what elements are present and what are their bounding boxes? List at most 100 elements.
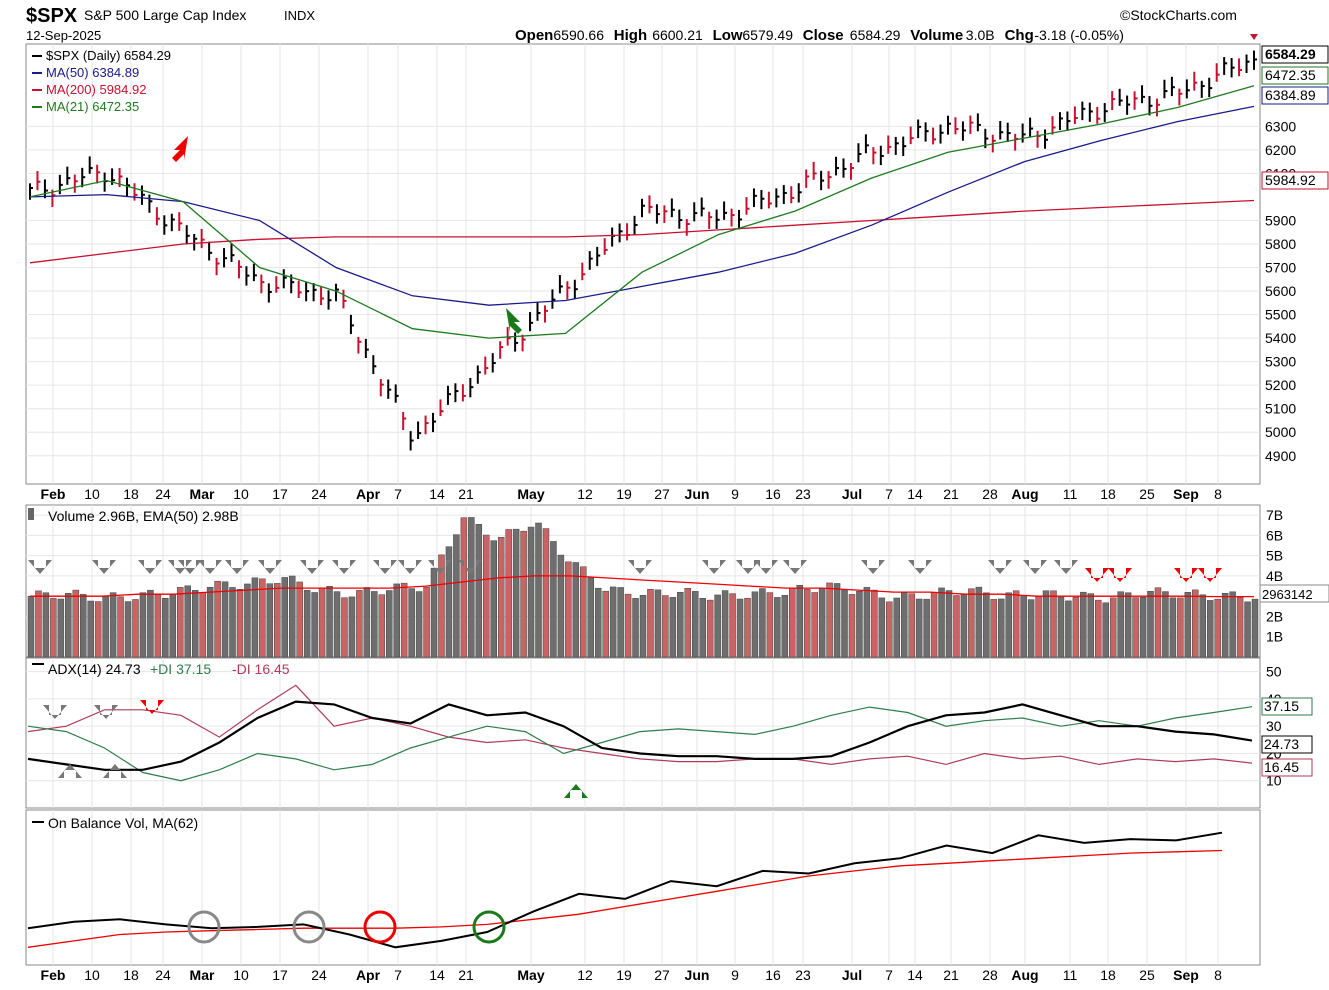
x-tick-label: 28	[982, 486, 998, 502]
y-tick-label: 5900	[1265, 212, 1296, 228]
y-tick-label: 5400	[1265, 330, 1296, 346]
volume-bar	[953, 595, 960, 658]
volume-bar	[1109, 597, 1117, 658]
volume-bar	[1221, 592, 1229, 658]
x-tick-label: 18	[123, 486, 139, 502]
volume-bar	[1184, 592, 1192, 658]
x-tick-label: 25	[1139, 486, 1155, 502]
y-tick-label: 6B	[1266, 527, 1283, 543]
down-arrow-icon	[43, 705, 67, 719]
x-tick-label: 8	[1214, 486, 1222, 502]
volume-bar	[72, 589, 80, 658]
x-tick-label: Jun	[685, 967, 710, 983]
volume-bar	[789, 587, 796, 658]
symbol: $SPX	[26, 5, 78, 27]
price-legend: $SPX (Daily) 6584.29 MA(50) 6384.89 MA(200…	[32, 48, 171, 114]
signal-circle	[472, 910, 506, 944]
x-tick-label: 19	[616, 967, 632, 983]
x-tick-label: Aug	[1011, 967, 1038, 983]
plus-di-line	[27, 706, 1253, 782]
volume-bar	[1192, 589, 1199, 658]
x-tick-label: 10	[84, 486, 100, 502]
x-tick-label: Feb	[41, 486, 66, 502]
x-tick-label: 10	[233, 967, 249, 983]
volume-bar	[945, 590, 953, 658]
volume-bar	[923, 598, 930, 658]
x-tick-label: 12	[577, 486, 593, 502]
volume-bar	[639, 594, 647, 658]
x-tick-label: 12	[577, 967, 593, 983]
volume-bar	[1206, 600, 1214, 658]
volume-bar	[759, 588, 766, 658]
plus-di-legend: +DI 37.15	[150, 661, 211, 677]
x-tick-label: Feb	[41, 967, 66, 983]
down-arrow-icon	[783, 560, 807, 574]
ohlc-value: -3.18 (-0.05%)	[1034, 27, 1123, 43]
volume-bar	[483, 534, 490, 658]
down-arrow-icon	[861, 560, 885, 574]
y-tick-label: 5B	[1266, 548, 1283, 564]
down-arrow-icon	[373, 560, 397, 574]
ma200-line	[29, 199, 1255, 264]
volume-bar	[520, 530, 527, 658]
volume-bar	[244, 583, 251, 658]
ohlc-label: Open	[515, 27, 553, 44]
down-arrow-icon	[198, 560, 222, 574]
volume-bar	[565, 561, 572, 658]
volume-bar	[751, 591, 759, 658]
x-tick-label: 9	[731, 486, 739, 502]
volume-bar	[497, 536, 505, 658]
red-down-arrow-icon	[1174, 568, 1198, 582]
up-arrow-icon	[103, 764, 127, 778]
x-tick-label: 23	[795, 486, 811, 502]
volume-bar	[438, 554, 445, 658]
red-down-arrow-icon	[1198, 568, 1222, 582]
volume-bar	[997, 598, 1005, 658]
adx-badge-box	[1261, 735, 1313, 754]
minus-di-legend: -DI 16.45	[232, 661, 290, 677]
down-arrow-icon	[908, 560, 932, 574]
volume-bar	[580, 566, 587, 658]
volume-bar	[841, 589, 848, 658]
volume-bar	[744, 597, 751, 658]
down-arrow-icon	[988, 560, 1012, 574]
down-arrow-icon	[458, 560, 482, 574]
volume-bar	[154, 594, 162, 658]
obv-line	[27, 831, 1223, 949]
x-tick-label: 14	[907, 486, 923, 502]
volume-bar	[206, 587, 214, 658]
y-tick-label: 5500	[1265, 307, 1296, 323]
volume-bar	[1042, 590, 1050, 658]
volume-bar	[662, 595, 669, 658]
volume-bar	[27, 595, 35, 658]
volume-bar	[863, 587, 871, 658]
volume-bar	[1162, 591, 1169, 658]
volume-bar	[1080, 591, 1087, 658]
volume-bar	[609, 586, 617, 658]
volume-badge-box	[1259, 584, 1329, 603]
brand[interactable]: ©StockCharts.com	[1120, 7, 1237, 23]
y-tick-label: 50	[1266, 664, 1282, 680]
x-tick-label: 19	[616, 486, 632, 502]
x-tick-label: 17	[272, 486, 288, 502]
volume-bar	[1214, 598, 1221, 658]
volume-bar	[274, 583, 281, 658]
volume-bar	[1005, 592, 1012, 658]
volume-bar	[774, 597, 781, 658]
volume-bar	[50, 598, 57, 658]
x-tick-label: 28	[982, 967, 998, 983]
volume-bar	[385, 590, 393, 658]
volume-bar	[527, 526, 535, 658]
volume-bar	[109, 592, 117, 658]
adx-legend: ADX(14) 24.73	[48, 661, 141, 677]
price-badge-box	[1261, 45, 1329, 64]
volume-bar	[65, 592, 72, 658]
price-badge-box	[1261, 66, 1329, 85]
y-tick-label: 6200	[1265, 142, 1296, 158]
ohlc-label: Close	[803, 27, 844, 44]
adx-badge-box	[1261, 697, 1313, 716]
down-arrow-icon	[736, 560, 760, 574]
signal-circle	[187, 910, 221, 944]
y-tick-label: 4900	[1265, 448, 1296, 464]
volume-bar	[1244, 601, 1251, 658]
